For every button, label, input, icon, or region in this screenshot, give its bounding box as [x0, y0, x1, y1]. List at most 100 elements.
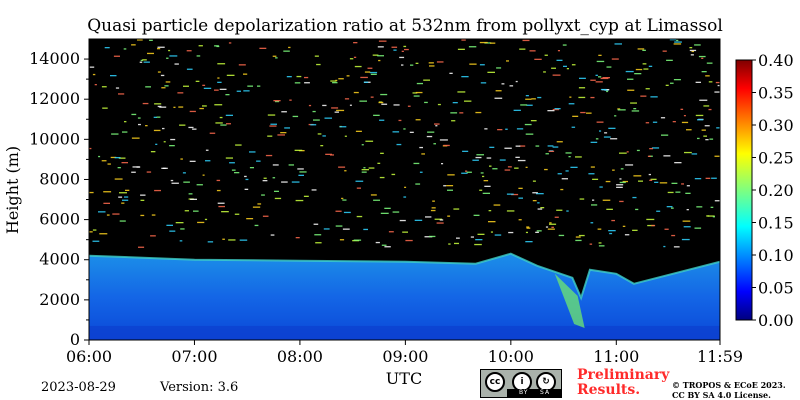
noise-speck [217, 77, 220, 79]
noise-speck [295, 199, 304, 202]
noise-speck [107, 163, 111, 165]
noise-speck [346, 75, 350, 77]
noise-speck [284, 127, 290, 129]
noise-speck [488, 221, 496, 223]
noise-speck [699, 99, 708, 101]
noise-speck [666, 59, 673, 61]
noise-speck [652, 121, 658, 123]
noise-speck [536, 193, 544, 195]
noise-speck [453, 208, 460, 210]
noise-speck [701, 71, 707, 73]
noise-speck [635, 68, 643, 71]
noise-speck [216, 189, 221, 192]
noise-speck [659, 182, 668, 184]
noise-speck [186, 68, 193, 70]
noise-speck [104, 47, 110, 49]
noise-speck [405, 239, 413, 242]
noise-speck [297, 168, 304, 170]
noise-speck [313, 119, 320, 121]
noise-speck [112, 213, 120, 215]
noise-speck [221, 211, 229, 213]
noise-speck [122, 199, 129, 201]
noise-speck [218, 205, 225, 208]
noise-speck [204, 218, 208, 221]
noise-speck [145, 125, 148, 127]
noise-speck [634, 73, 642, 75]
noise-speck [367, 67, 373, 69]
noise-speck [488, 210, 492, 212]
noise-speck [139, 61, 143, 63]
noise-speck [166, 57, 169, 59]
noise-speck [136, 166, 141, 168]
noise-speck [671, 234, 676, 237]
noise-speck [517, 159, 526, 162]
y-tick-label: 4000 [39, 250, 80, 269]
noise-speck [353, 239, 362, 241]
noise-speck [256, 160, 261, 162]
noise-speck [674, 41, 682, 43]
noise-speck [477, 233, 485, 235]
noise-speck [419, 146, 423, 149]
noise-speck [669, 39, 677, 41]
noise-speck [142, 59, 147, 61]
noise-speck [150, 235, 156, 237]
noise-speck [499, 159, 506, 161]
noise-speck [443, 185, 447, 187]
noise-speck [342, 199, 347, 201]
noise-speck [627, 78, 634, 80]
noise-speck [606, 208, 613, 210]
noise-speck [450, 112, 458, 114]
noise-speck [354, 65, 362, 68]
noise-speck [536, 230, 542, 232]
noise-speck [511, 193, 519, 196]
noise-speck [270, 123, 277, 125]
noise-speck [202, 105, 207, 107]
x-tick-label: 11:00 [593, 347, 639, 366]
noise-speck [548, 150, 555, 152]
noise-speck [492, 168, 498, 170]
noise-speck [239, 239, 248, 241]
noise-speck [216, 179, 221, 182]
noise-speck [125, 189, 130, 191]
y-tick-label: 8000 [39, 169, 80, 188]
noise-speck [525, 166, 528, 168]
noise-speck [330, 80, 337, 82]
noise-speck [648, 65, 653, 67]
noise-speck [143, 61, 150, 63]
noise-speck [377, 46, 384, 48]
noise-speck [225, 94, 230, 96]
noise-speck [578, 96, 586, 99]
noise-speck [138, 123, 141, 126]
noise-speck [338, 166, 346, 168]
noise-speck [339, 126, 347, 128]
noise-speck [599, 186, 603, 188]
colorbar-tick-label: 0.20 [758, 181, 794, 200]
version-label: Version: 3.6 [160, 380, 239, 395]
noise-speck [140, 199, 145, 201]
noise-speck [461, 76, 469, 78]
noise-speck [270, 234, 275, 236]
noise-speck [556, 141, 563, 143]
noise-speck [205, 149, 209, 151]
noise-speck [549, 222, 552, 224]
noise-speck [681, 238, 690, 241]
noise-speck [361, 144, 364, 146]
noise-speck [680, 108, 684, 110]
noise-speck [315, 242, 322, 244]
noise-speck [119, 192, 127, 194]
noise-speck [509, 85, 514, 87]
noise-speck [399, 56, 405, 59]
noise-speck [645, 88, 650, 90]
noise-speck [118, 93, 125, 95]
y-axis-label: Height (m) [3, 146, 22, 234]
noise-speck [165, 81, 171, 83]
noise-speck [299, 171, 307, 173]
noise-speck [273, 100, 281, 102]
noise-speck [496, 67, 502, 69]
noise-speck [600, 77, 609, 80]
noise-speck [174, 63, 179, 65]
noise-speck [150, 151, 156, 153]
noise-speck [436, 61, 444, 63]
noise-speck [515, 156, 520, 158]
noise-speck [462, 150, 469, 152]
